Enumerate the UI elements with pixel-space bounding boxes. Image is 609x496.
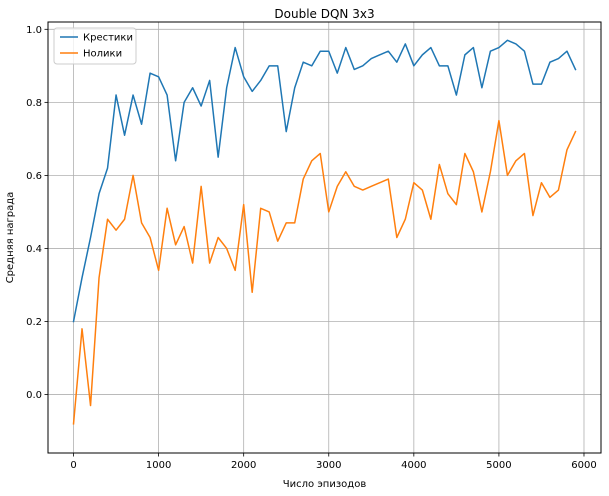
series-group [72, 39, 577, 425]
x-tick-label: 2000 [231, 460, 256, 471]
y-tick-label: 0.2 [26, 317, 42, 328]
x-tick-label: 0 [70, 460, 76, 471]
chart-title: Double DQN 3x3 [274, 7, 374, 21]
x-tick-label: 1000 [146, 460, 171, 471]
axis-ticks: 0 1000 2000 3000 4000 5000 6000 0.0 0.2 0.4 0.6 0.8… [26, 25, 597, 471]
x-tick-label: 6000 [571, 460, 596, 471]
x-tick-label: 3000 [316, 460, 341, 471]
grid [48, 22, 601, 453]
y-tick-label: 1.0 [26, 25, 42, 36]
legend: Крестики Нолики [53, 27, 137, 65]
series-line-noliki [72, 119, 577, 425]
legend-label-noliki: Нолики [83, 49, 122, 60]
x-tick-label: 5000 [486, 460, 511, 471]
x-axis-title: Число эпизодов [283, 479, 367, 490]
y-axis-title: Средняя награда [5, 192, 16, 284]
x-tick-label: 4000 [401, 460, 426, 471]
plot-area-frame [47, 21, 602, 454]
y-tick-label: 0.4 [26, 244, 42, 255]
y-tick-label: 0.8 [26, 98, 42, 109]
legend-label-krestiki: Крестики [83, 33, 133, 44]
y-tick-label: 0.6 [26, 171, 42, 182]
y-tick-label: 0.0 [26, 390, 42, 401]
series-line-krestiki [72, 39, 577, 323]
